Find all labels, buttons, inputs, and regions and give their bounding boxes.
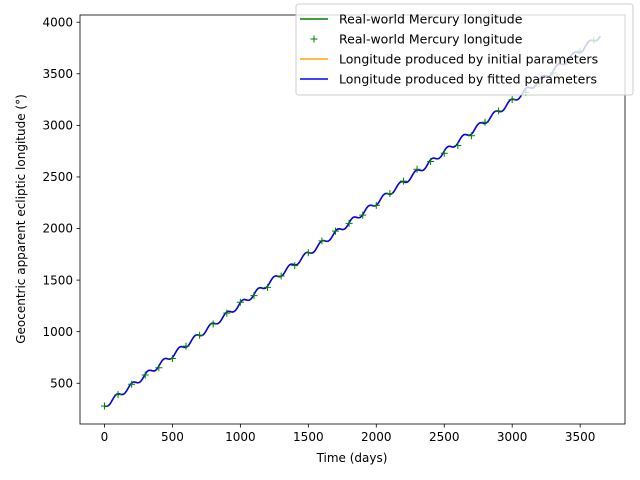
x-tick-label: 3000	[497, 430, 528, 444]
data-point	[291, 262, 299, 270]
data-point	[236, 298, 244, 306]
data-point	[304, 249, 312, 257]
legend-label: Real-world Mercury longitude	[339, 12, 523, 27]
legend: Real-world Mercury longitude Real-world M…	[295, 3, 634, 96]
legend-box	[295, 3, 634, 96]
y-tick-label: 3500	[42, 67, 73, 81]
y-tick-label: 1500	[42, 273, 73, 287]
data-point	[128, 380, 136, 388]
data-point	[250, 292, 258, 300]
data-point	[495, 107, 503, 115]
y-tick-label: 3000	[42, 119, 73, 133]
data-point	[332, 227, 340, 235]
data-point	[454, 141, 462, 149]
data-point	[427, 157, 435, 165]
x-tick-label: 3500	[565, 430, 596, 444]
data-point	[399, 177, 407, 185]
legend-marker	[310, 35, 318, 43]
y-axis-label: Geocentric apparent ecliptic longitude (…	[14, 94, 28, 344]
data-point	[372, 201, 380, 209]
x-tick-label: 2500	[429, 430, 460, 444]
data-point	[345, 219, 353, 227]
data-point	[264, 283, 272, 291]
y-tick-label: 2000	[42, 222, 73, 236]
y-tick-label: 4000	[42, 15, 73, 29]
y-ticks: 500 1000 1500 2000 2500 3000 3500 4000	[42, 15, 80, 390]
data-point	[318, 237, 326, 245]
legend-label: Longitude produced by initial parameters	[339, 52, 598, 67]
data-point	[359, 211, 367, 219]
data-point	[413, 165, 421, 173]
data-point	[196, 331, 204, 339]
data-point	[508, 96, 516, 104]
data-point	[209, 320, 217, 328]
data-point	[141, 371, 149, 379]
data-point	[114, 391, 122, 399]
legend-label: Longitude produced by fitted parameters	[339, 72, 597, 87]
data-point	[100, 402, 108, 410]
data-point	[440, 149, 448, 157]
x-tick-label: 1500	[293, 430, 324, 444]
y-tick-label: 500	[50, 376, 73, 390]
data-point	[155, 364, 163, 372]
x-tick-label: 2000	[361, 430, 392, 444]
x-ticks: 0 500 1000 1500 2000 2500 3000 3500	[101, 424, 596, 444]
y-tick-label: 1000	[42, 325, 73, 339]
data-point	[467, 132, 475, 140]
data-point	[277, 272, 285, 280]
y-tick-label: 2500	[42, 170, 73, 184]
data-point	[481, 118, 489, 126]
x-tick-label: 1000	[225, 430, 256, 444]
x-tick-label: 500	[161, 430, 184, 444]
x-tick-label: 0	[101, 430, 109, 444]
data-point	[168, 354, 176, 362]
data-point	[386, 189, 394, 197]
series-line-3	[104, 35, 601, 408]
data-point	[182, 342, 190, 350]
x-axis-label: Time (days)	[316, 451, 388, 465]
plot-lines	[104, 35, 601, 408]
data-point	[223, 309, 231, 317]
legend-label: Real-world Mercury longitude	[339, 32, 523, 47]
